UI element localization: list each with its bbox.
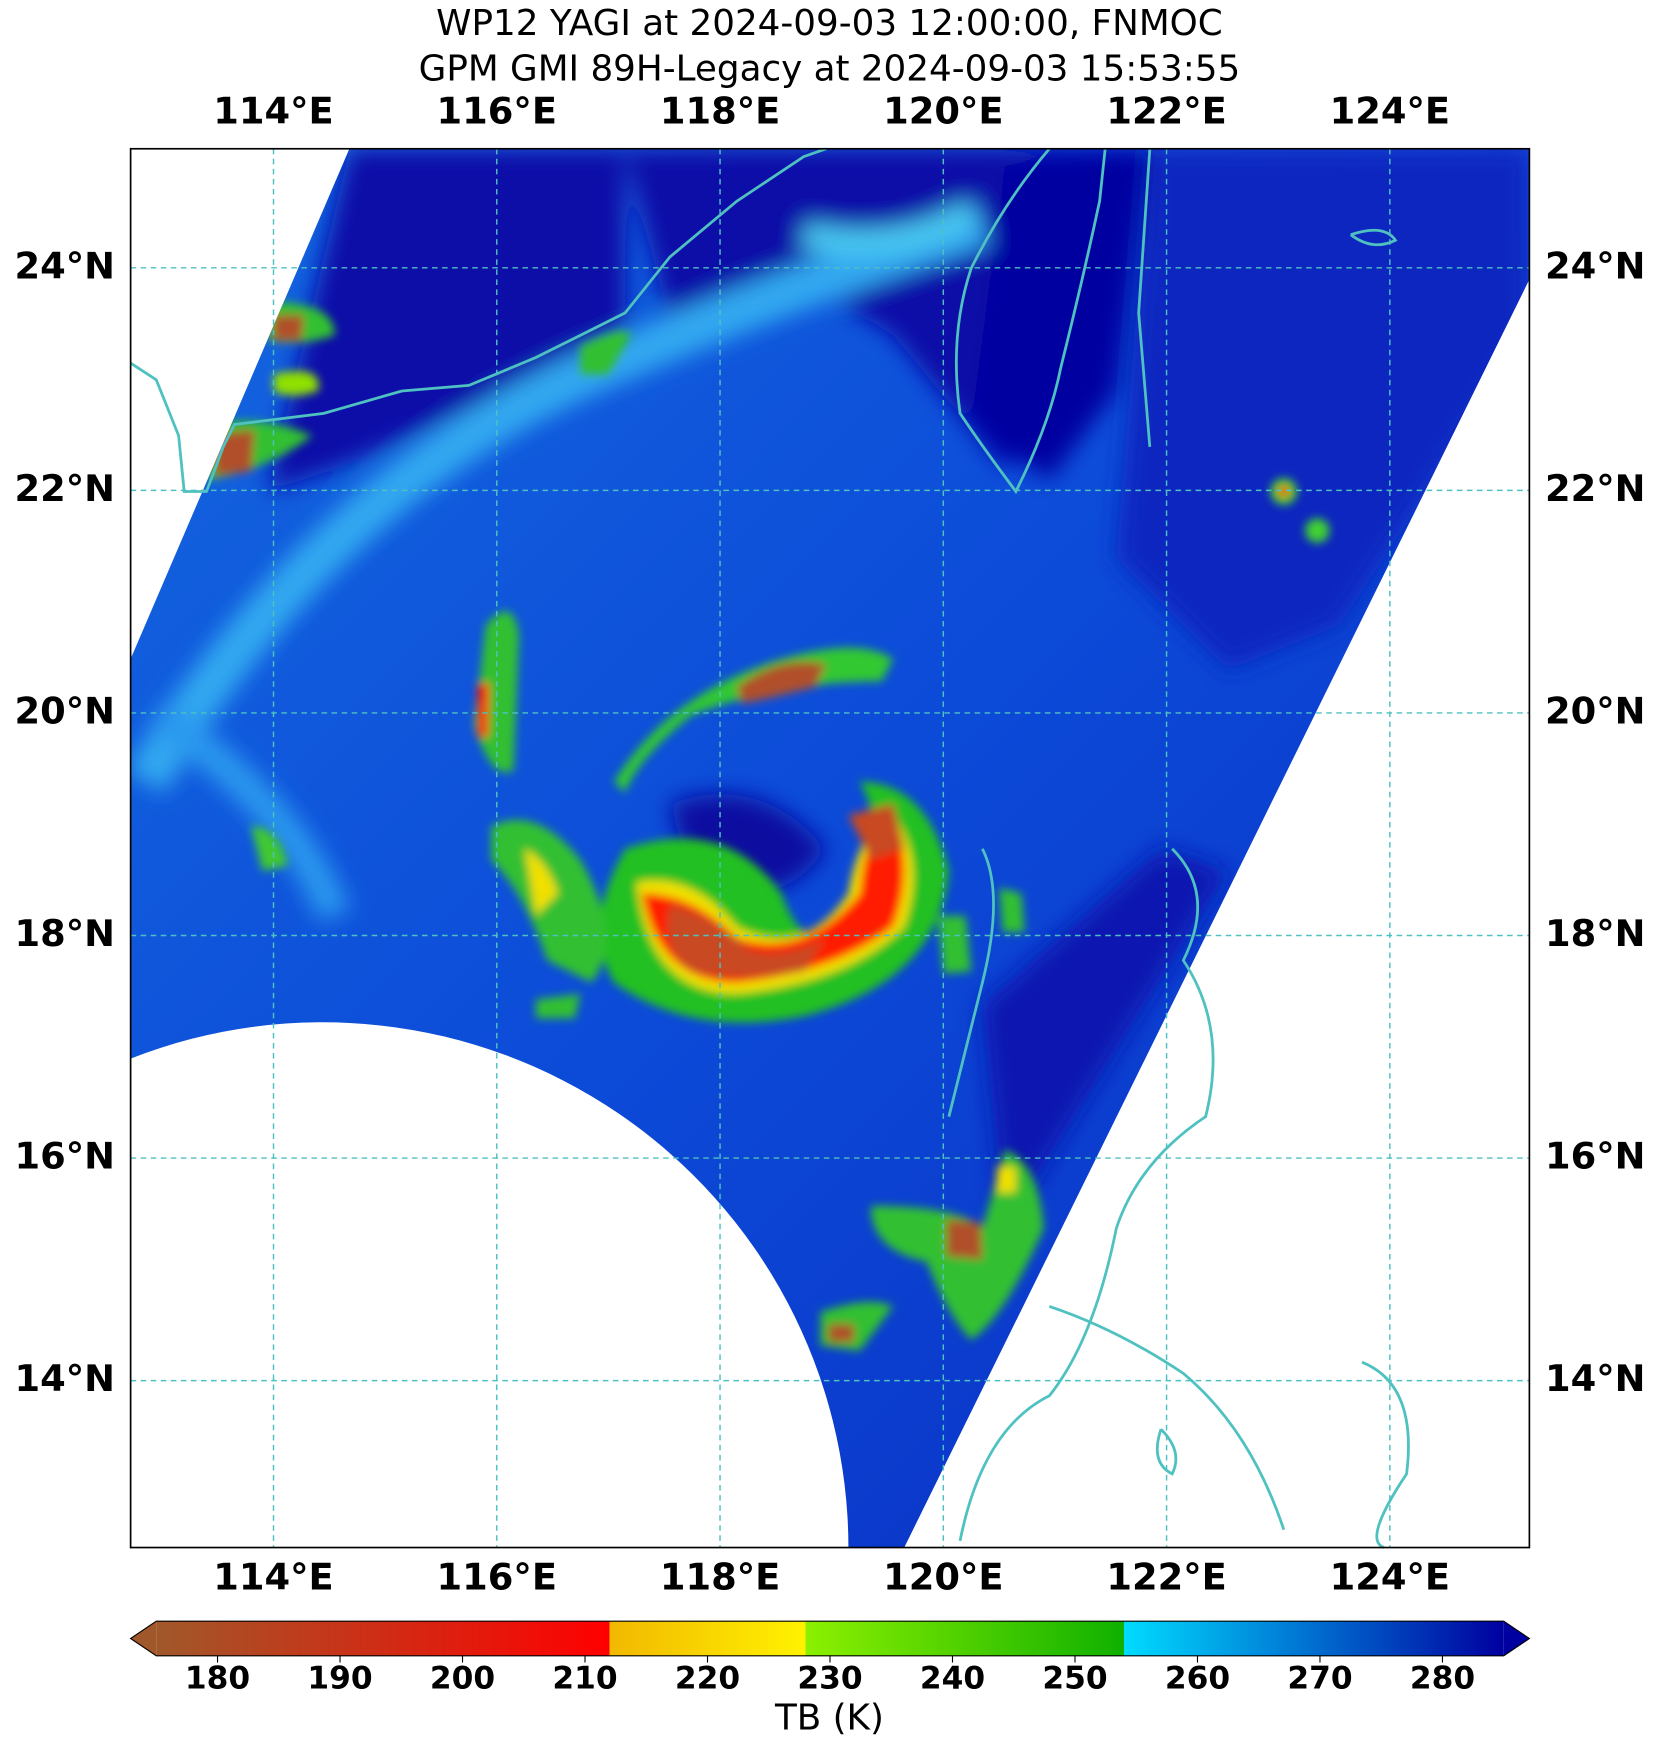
y-tick-label: 22°N: [1545, 467, 1646, 510]
x-tick-label: 114°E: [213, 90, 333, 133]
coastlines: [129, 147, 1410, 1549]
ticks: 114°E 114°E 116°E 116°E 118°E 118°E 120°E 120°E…: [14, 90, 1645, 1599]
colorbar-tick-label: 260: [1165, 1660, 1230, 1696]
colorbar-band: [156, 1621, 610, 1656]
x-tick-label: 124°E: [1330, 90, 1450, 133]
colorbar-outline: [129, 1620, 1531, 1657]
x-tick-label: 116°E: [437, 90, 557, 133]
colorbar: 180 190 200 210 220 230 240 250 260 270 280: [129, 1620, 1531, 1696]
colorbar-band: [1123, 1621, 1504, 1656]
y-tick-label: 18°N: [14, 912, 115, 955]
colorbar-extend-low: [130, 1621, 157, 1656]
x-tick-label: 118°E: [660, 1555, 780, 1598]
x-tick-label: 116°E: [437, 1555, 557, 1598]
y-tick-label: 20°N: [14, 689, 115, 732]
y-tick-label: 16°N: [14, 1135, 115, 1178]
x-tick-label: 120°E: [883, 90, 1003, 133]
map-frame: [129, 147, 1531, 1549]
colorbar-tick-label: 220: [675, 1660, 740, 1696]
y-tick-label: 22°N: [14, 467, 115, 510]
y-tick-label: 16°N: [1545, 1135, 1646, 1178]
swath-image: [130, 148, 1530, 1548]
colorbar-tick-label: 200: [430, 1660, 495, 1696]
x-tick-label: 114°E: [213, 1555, 333, 1598]
colorbar-tick-label: 210: [552, 1660, 617, 1696]
y-tick-label: 14°N: [1545, 1357, 1646, 1400]
colorbar-band: [805, 1621, 1124, 1656]
colorbar-tick-label: 280: [1410, 1660, 1475, 1696]
colorbar-tick-label: 230: [797, 1660, 862, 1696]
y-tick-label: 14°N: [14, 1357, 115, 1400]
y-tick-label: 24°N: [14, 244, 115, 287]
colorbar-tick-label: 270: [1287, 1660, 1352, 1696]
x-tick-label: 122°E: [1106, 1555, 1226, 1598]
x-tick-label: 120°E: [883, 1555, 1003, 1598]
title: WP12 YAGI at 2024-09-03 12:00:00, FNMOC: [436, 3, 1223, 44]
subtitle: GPM GMI 89H-Legacy at 2024-09-03 15:53:5…: [419, 49, 1241, 90]
colorbar-band: [609, 1621, 806, 1656]
x-tick-label: 124°E: [1330, 1555, 1450, 1598]
colorbar-tick-label: 240: [920, 1660, 985, 1696]
y-tick-label: 20°N: [1545, 689, 1646, 732]
colorbar-extend-high: [1503, 1621, 1530, 1656]
colorbar-tick-label: 250: [1042, 1660, 1107, 1696]
y-tick-label: 18°N: [1545, 912, 1646, 955]
colorbar-tick-label: 180: [185, 1660, 250, 1696]
x-tick-label: 122°E: [1106, 90, 1226, 133]
colorbar-label: TB (K): [774, 1697, 884, 1738]
grid: [130, 148, 1530, 1548]
y-tick-label: 24°N: [1545, 244, 1646, 287]
x-tick-label: 118°E: [660, 90, 780, 133]
colorbar-tick-label: 190: [307, 1660, 372, 1696]
